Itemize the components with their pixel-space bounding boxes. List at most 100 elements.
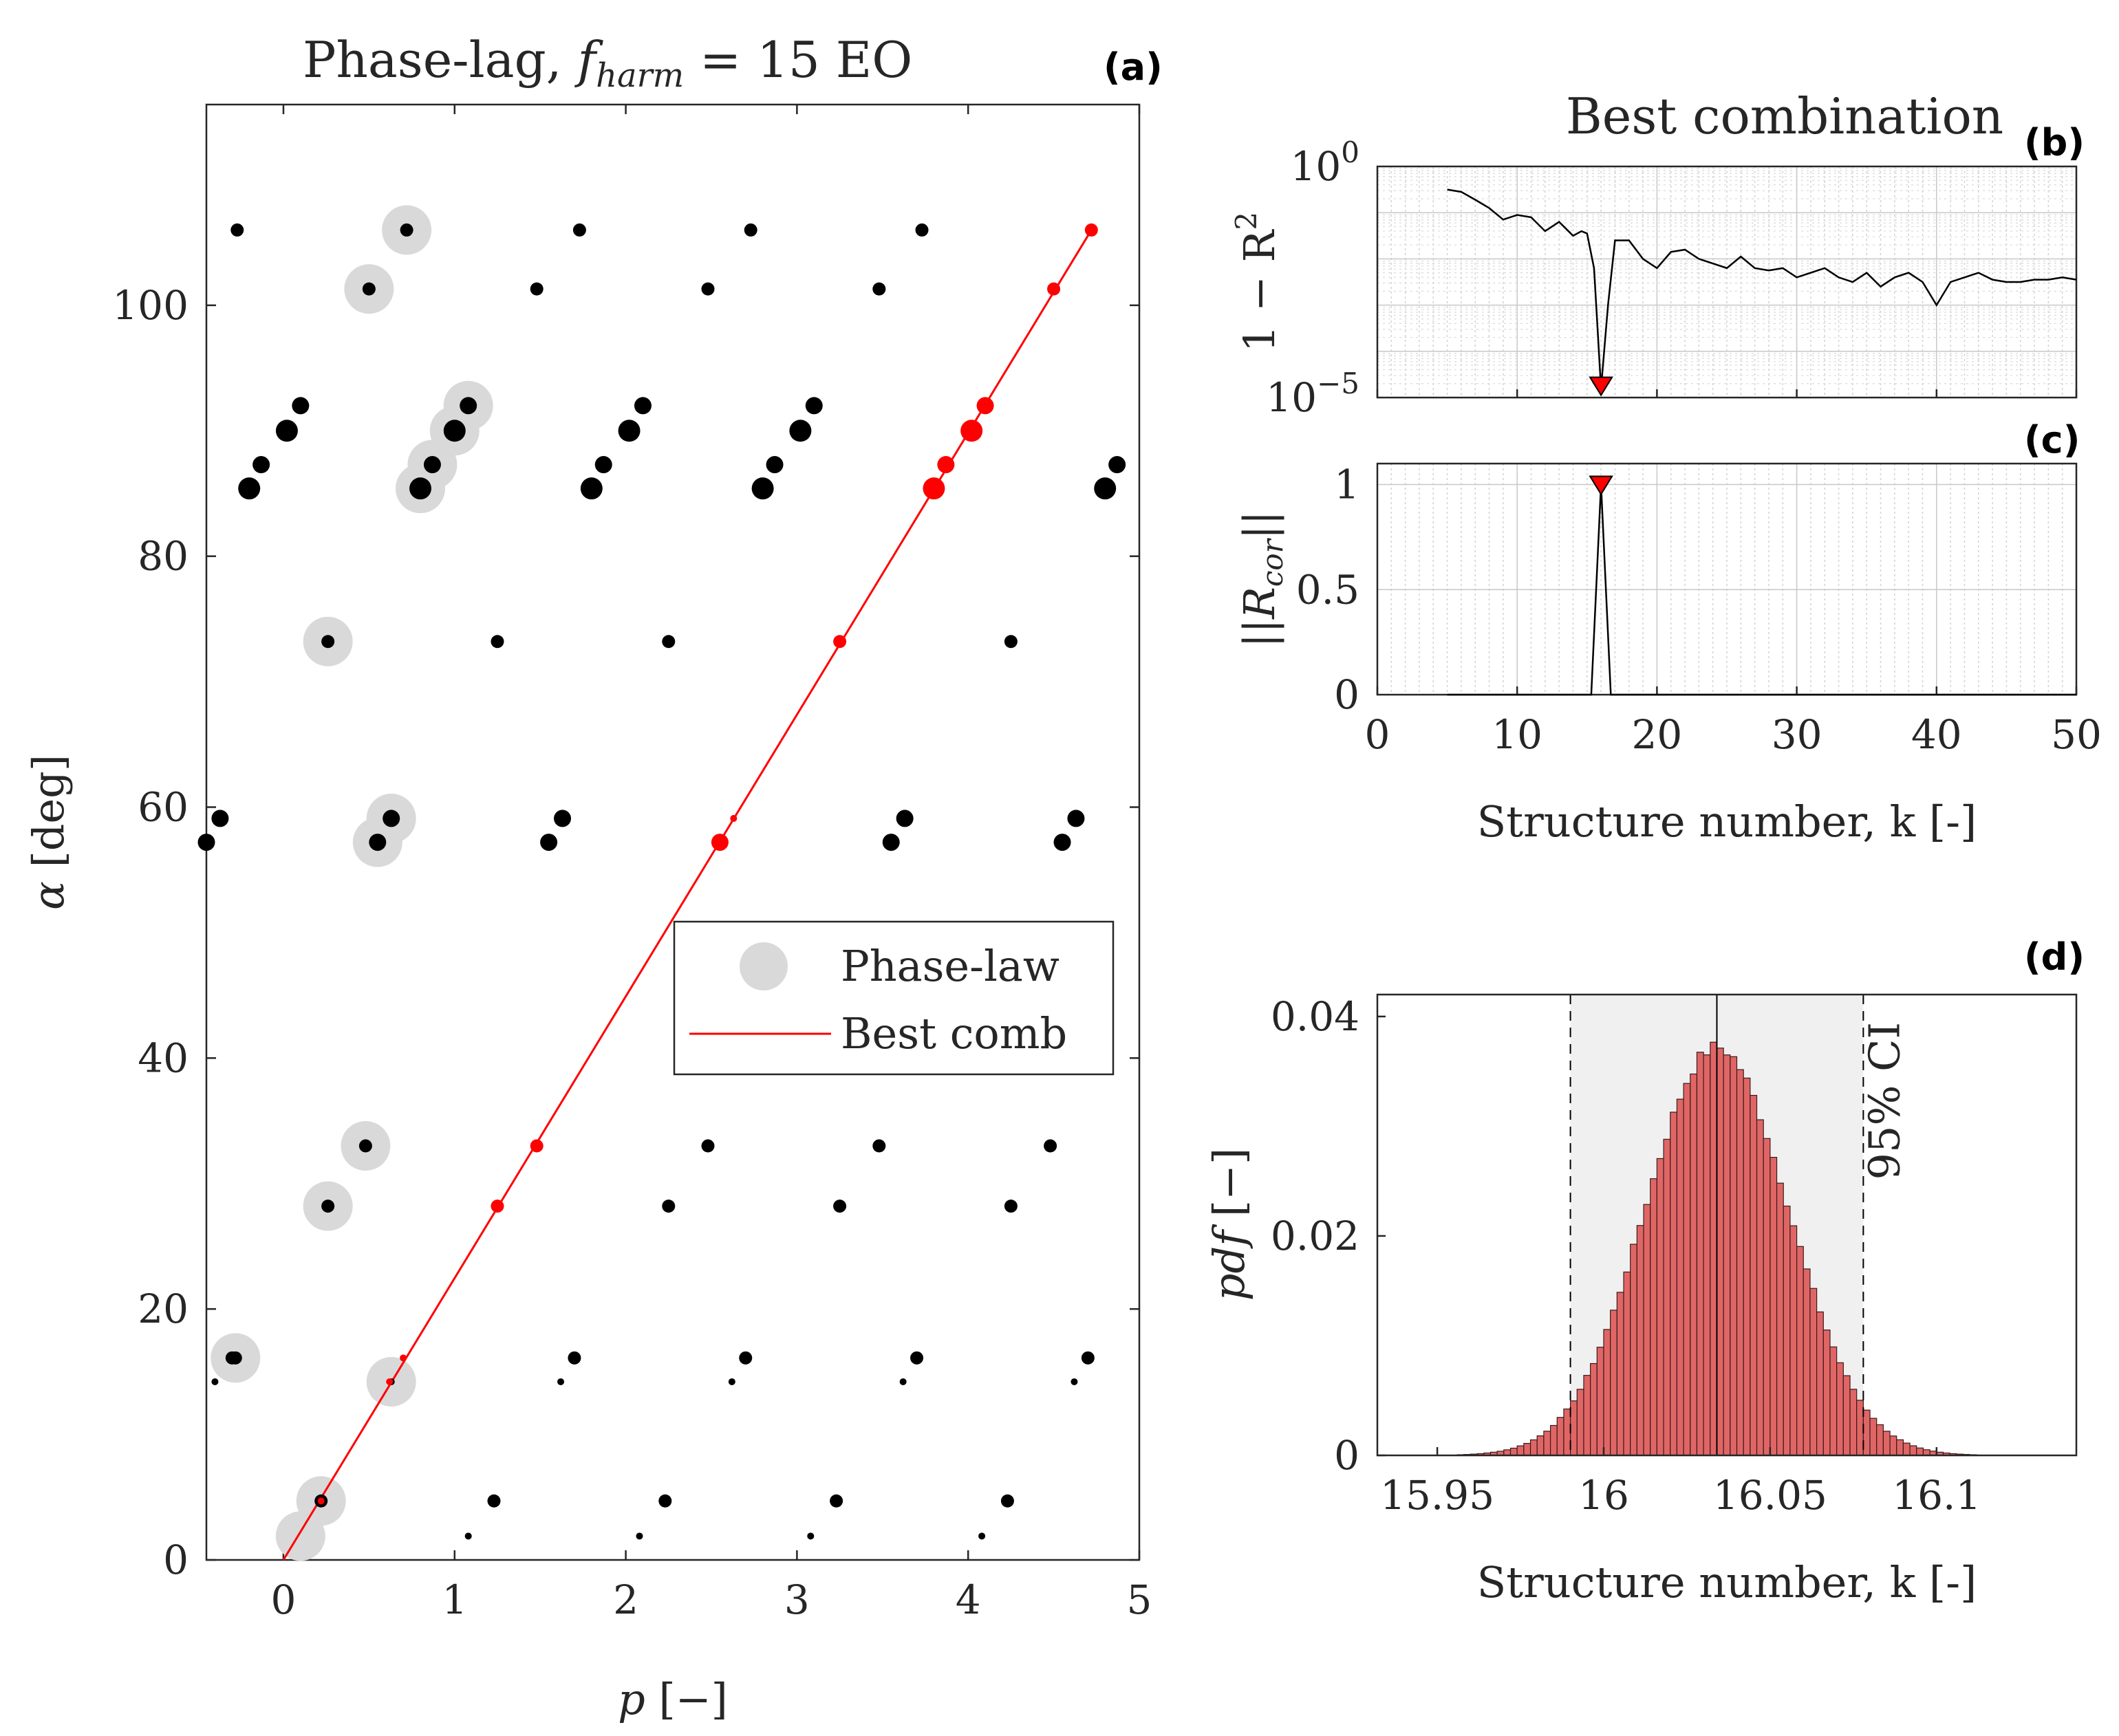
histogram-bar <box>1650 1178 1658 1456</box>
structure-point <box>728 1378 735 1385</box>
structure-point <box>557 1378 565 1385</box>
panel-a-xlabel-unit: [−] <box>645 1674 728 1724</box>
structure-point <box>807 1532 815 1540</box>
histogram-bar <box>1836 1362 1844 1456</box>
phase-law-point <box>409 477 432 500</box>
y-tick-label: 60 <box>138 784 189 831</box>
histogram-bar <box>1902 1442 1911 1456</box>
best-comb-point <box>960 420 983 442</box>
y-tick-label: 0 <box>1334 1432 1359 1479</box>
panel-c-max-marker <box>1589 475 1613 496</box>
x-tick-label: 2 <box>613 1576 638 1623</box>
structure-point <box>1108 456 1126 474</box>
structure-point <box>540 834 558 851</box>
histogram-bar <box>1670 1111 1678 1456</box>
structure-point <box>197 834 215 851</box>
structure-point <box>1044 1139 1057 1153</box>
histogram-bar <box>1696 1052 1704 1456</box>
panel-c-grid <box>1377 464 2076 695</box>
panel-a-legend: Phase-law Best comb <box>673 920 1115 1076</box>
panel-c-ticks: 0 10 20 30 40 50 0 0.5 1 <box>1296 462 2102 758</box>
legend-phase-law-label: Phase-law <box>841 941 1060 991</box>
phase-law-point <box>228 1351 242 1365</box>
histogram-bar <box>1690 1073 1698 1456</box>
panel-b-label: (b) <box>2024 121 2085 164</box>
panel-a-title-prefix: Phase-lag, <box>303 31 577 89</box>
structure-point <box>634 397 652 415</box>
structure-point <box>744 223 757 237</box>
y-tick-exponent: 0 <box>1341 135 1359 169</box>
structure-point <box>978 1532 986 1540</box>
histogram-bar <box>1663 1138 1671 1456</box>
best-comb-point <box>833 635 847 649</box>
y-tick-label: 40 <box>138 1034 189 1081</box>
histogram-bar <box>1750 1094 1758 1456</box>
phase-law-point <box>443 420 466 442</box>
structure-point <box>554 810 572 827</box>
structure-point <box>211 810 229 827</box>
histogram-bar <box>1916 1447 1924 1456</box>
panel-d-ylabel-unit: [−] <box>1204 1148 1254 1230</box>
histogram-bar <box>1869 1418 1878 1456</box>
structure-point <box>618 420 641 442</box>
panel-d-xlabel: Structure number, k [-] <box>1477 1557 1977 1607</box>
histogram-bar <box>1909 1445 1917 1456</box>
phase-law-point <box>369 834 387 851</box>
histogram-bar <box>1603 1329 1611 1456</box>
structure-point <box>1094 477 1117 500</box>
histogram-bar <box>1543 1431 1551 1456</box>
y-tick-label: 10−5 <box>1266 367 1359 421</box>
y-tick-label: 1 <box>1334 462 1359 508</box>
structure-point <box>833 1200 847 1213</box>
x-tick-label: 16.05 <box>1713 1472 1827 1519</box>
y-tick-label: 20 <box>138 1285 189 1332</box>
structure-point <box>252 456 270 474</box>
histogram-bar <box>1549 1424 1558 1456</box>
x-tick-label: 1 <box>442 1576 467 1623</box>
structure-point <box>1081 1351 1095 1365</box>
histogram-bar <box>1882 1431 1891 1456</box>
y-tick-exponent: −5 <box>1317 367 1359 400</box>
histogram-bar <box>1856 1400 1864 1456</box>
structure-point <box>464 1532 472 1540</box>
structure-point <box>872 282 886 296</box>
histogram-bar <box>1896 1439 1904 1456</box>
histogram-bar <box>1809 1288 1818 1456</box>
structure-point <box>275 420 298 442</box>
histogram-bar <box>1610 1310 1617 1456</box>
histogram-bar <box>1516 1445 1525 1456</box>
panel-c-ylabel-open: || <box>1234 619 1284 648</box>
x-tick-label: 5 <box>1127 1576 1152 1623</box>
panel-a-xlabel-var: p <box>618 1674 645 1724</box>
x-tick-label: 16 <box>1578 1472 1629 1519</box>
histogram-bar <box>1816 1311 1824 1456</box>
structure-point <box>1053 834 1071 851</box>
structure-point <box>580 477 603 500</box>
structure-point <box>1004 1200 1018 1213</box>
y-tick-label: 0.5 <box>1296 566 1359 613</box>
histogram-bar <box>1616 1292 1624 1456</box>
histogram-bar <box>1623 1271 1631 1456</box>
x-tick-label: 15.95 <box>1380 1472 1494 1519</box>
panel-a-ylabel: α [deg] <box>23 755 74 910</box>
structure-point <box>594 456 612 474</box>
y-tick-label: 80 <box>138 533 189 580</box>
structure-point <box>662 635 676 649</box>
structure-point <box>530 282 544 296</box>
histogram-bar <box>1736 1069 1744 1456</box>
panel-c-chart: 0 10 20 30 40 50 0 0.5 1 (c) Structure number, k… <box>1234 418 2102 847</box>
best-comb-point <box>1084 223 1098 237</box>
histogram-bar <box>1576 1389 1584 1456</box>
panel-a-ylabel-var: α <box>23 881 74 910</box>
y-tick-base: 10 <box>1266 374 1317 421</box>
x-tick-label: 4 <box>956 1576 981 1623</box>
structure-point <box>1067 810 1085 827</box>
ci-annotation: 95% CI <box>1859 1022 1909 1180</box>
histogram-bar <box>1703 1054 1711 1456</box>
y-tick-label: 0 <box>1334 671 1359 718</box>
panel-b-grid <box>1377 166 2076 398</box>
best-comb-point <box>711 834 729 851</box>
histogram-bar <box>1536 1435 1545 1456</box>
x-tick-label: 3 <box>784 1576 810 1623</box>
panel-a-title-sub: harm <box>596 56 684 95</box>
